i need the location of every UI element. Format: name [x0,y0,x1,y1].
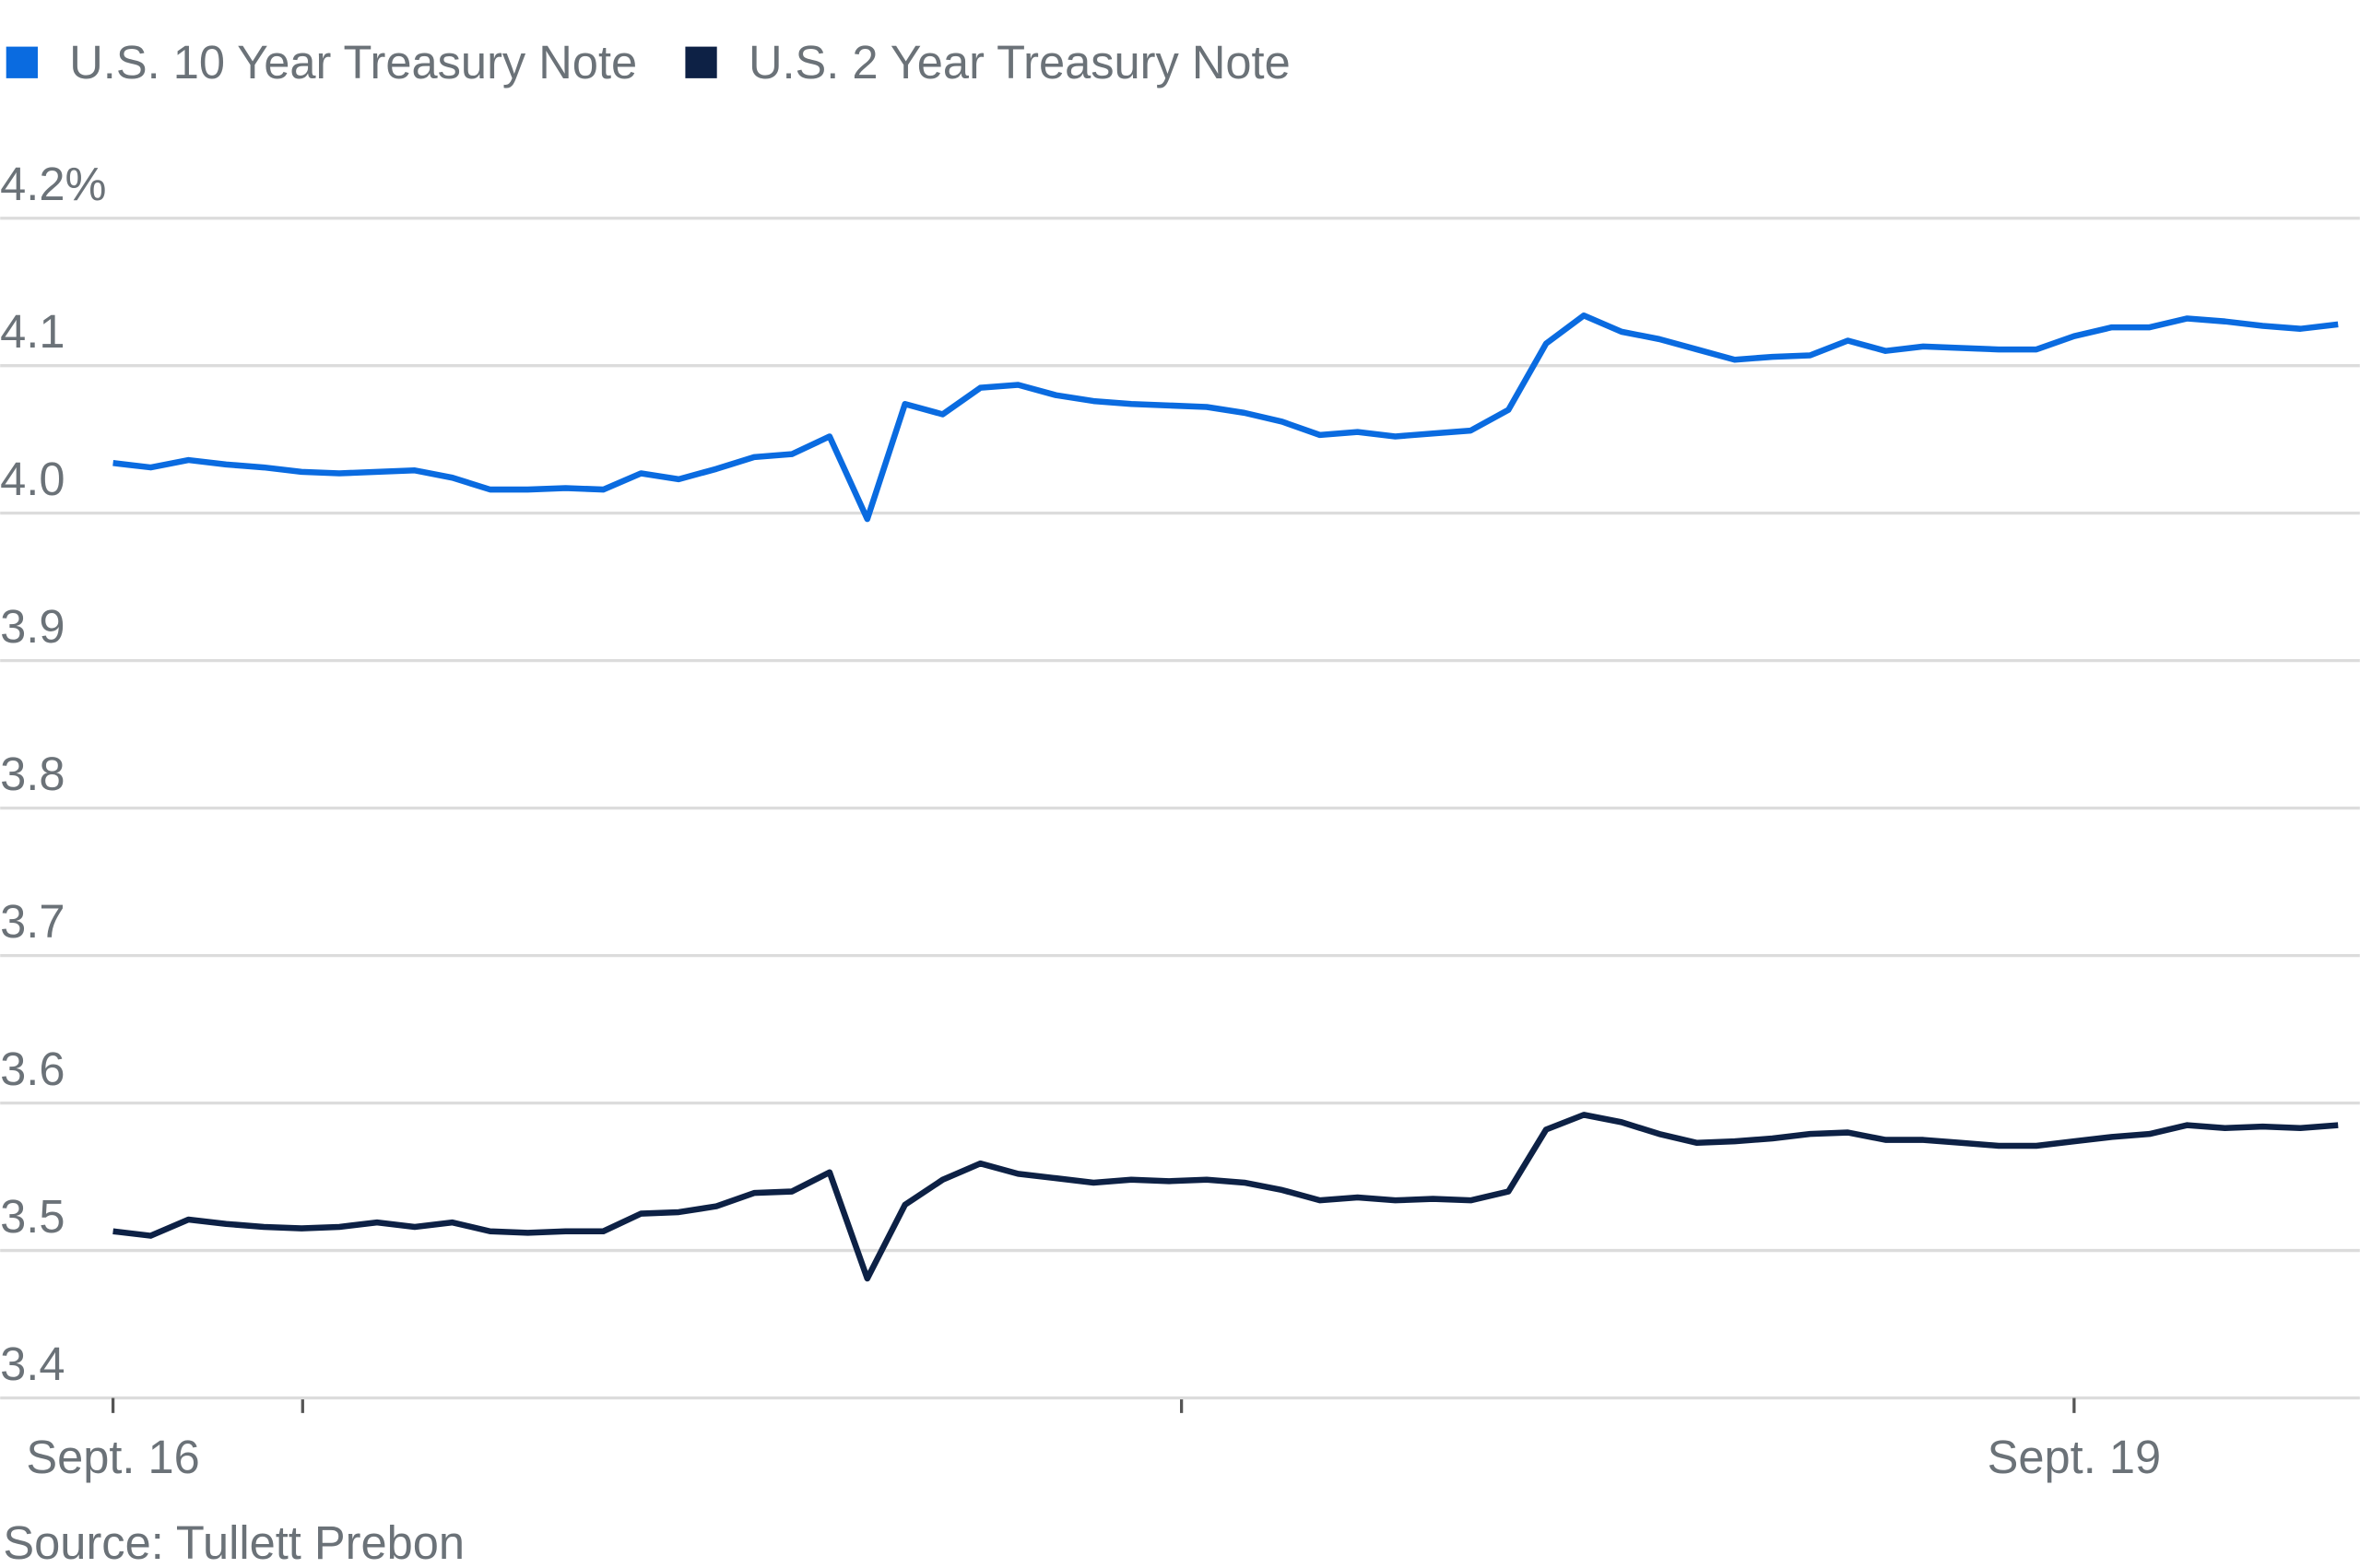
series-line [112,1112,2339,1282]
series-line [112,312,2339,523]
y-tick-label: 3.4 [0,1338,65,1390]
x-tick-label: Sept. 19 [1988,1431,2161,1483]
y-tick-label: 4.2% [0,158,106,210]
legend-swatch [685,46,717,78]
y-tick-label: 4.1 [0,305,65,358]
y-tick-label: 3.7 [0,895,65,948]
y-tick-label: 3.8 [0,748,65,800]
y-tick-label: 4.0 [0,453,65,505]
y-tick-label: 3.6 [0,1043,65,1095]
legend-label: U.S. 10 Year Treasury Note [69,36,637,88]
y-tick-label: 3.9 [0,600,65,653]
legend-label: U.S. 2 Year Treasury Note [749,36,1291,88]
source: Source: Tullett Prebon [3,1516,465,1568]
y-tick-label: 3.5 [0,1190,65,1243]
legend-swatch [6,46,38,78]
x-tick-label: Sept. 16 [26,1431,199,1483]
